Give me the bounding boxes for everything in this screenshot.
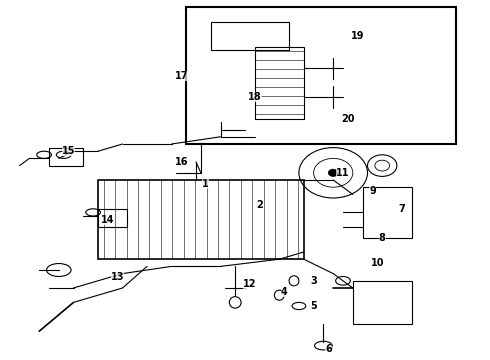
Bar <box>98 209 127 227</box>
Bar <box>49 148 83 166</box>
Text: 8: 8 <box>379 233 386 243</box>
Text: 7: 7 <box>398 204 405 214</box>
Bar <box>363 187 412 238</box>
Text: 17: 17 <box>174 71 188 81</box>
Bar <box>353 281 412 324</box>
Text: 3: 3 <box>310 276 317 286</box>
Text: 16: 16 <box>174 157 188 167</box>
Text: 20: 20 <box>341 114 355 124</box>
Text: 13: 13 <box>111 272 124 282</box>
Text: 2: 2 <box>256 200 263 210</box>
Bar <box>255 47 304 119</box>
Text: 10: 10 <box>370 258 384 268</box>
Text: 15: 15 <box>62 146 75 156</box>
Text: 19: 19 <box>351 31 365 41</box>
Text: 1: 1 <box>202 179 209 189</box>
Text: 12: 12 <box>243 279 257 289</box>
Text: 6: 6 <box>325 344 332 354</box>
Bar <box>211 22 289 50</box>
Bar <box>186 7 456 144</box>
Text: 14: 14 <box>101 215 115 225</box>
Text: 11: 11 <box>336 168 350 178</box>
Text: 18: 18 <box>248 92 262 102</box>
Text: 9: 9 <box>369 186 376 196</box>
Bar <box>98 180 304 259</box>
Text: 4: 4 <box>281 287 288 297</box>
Circle shape <box>328 169 338 176</box>
Text: 5: 5 <box>310 301 317 311</box>
